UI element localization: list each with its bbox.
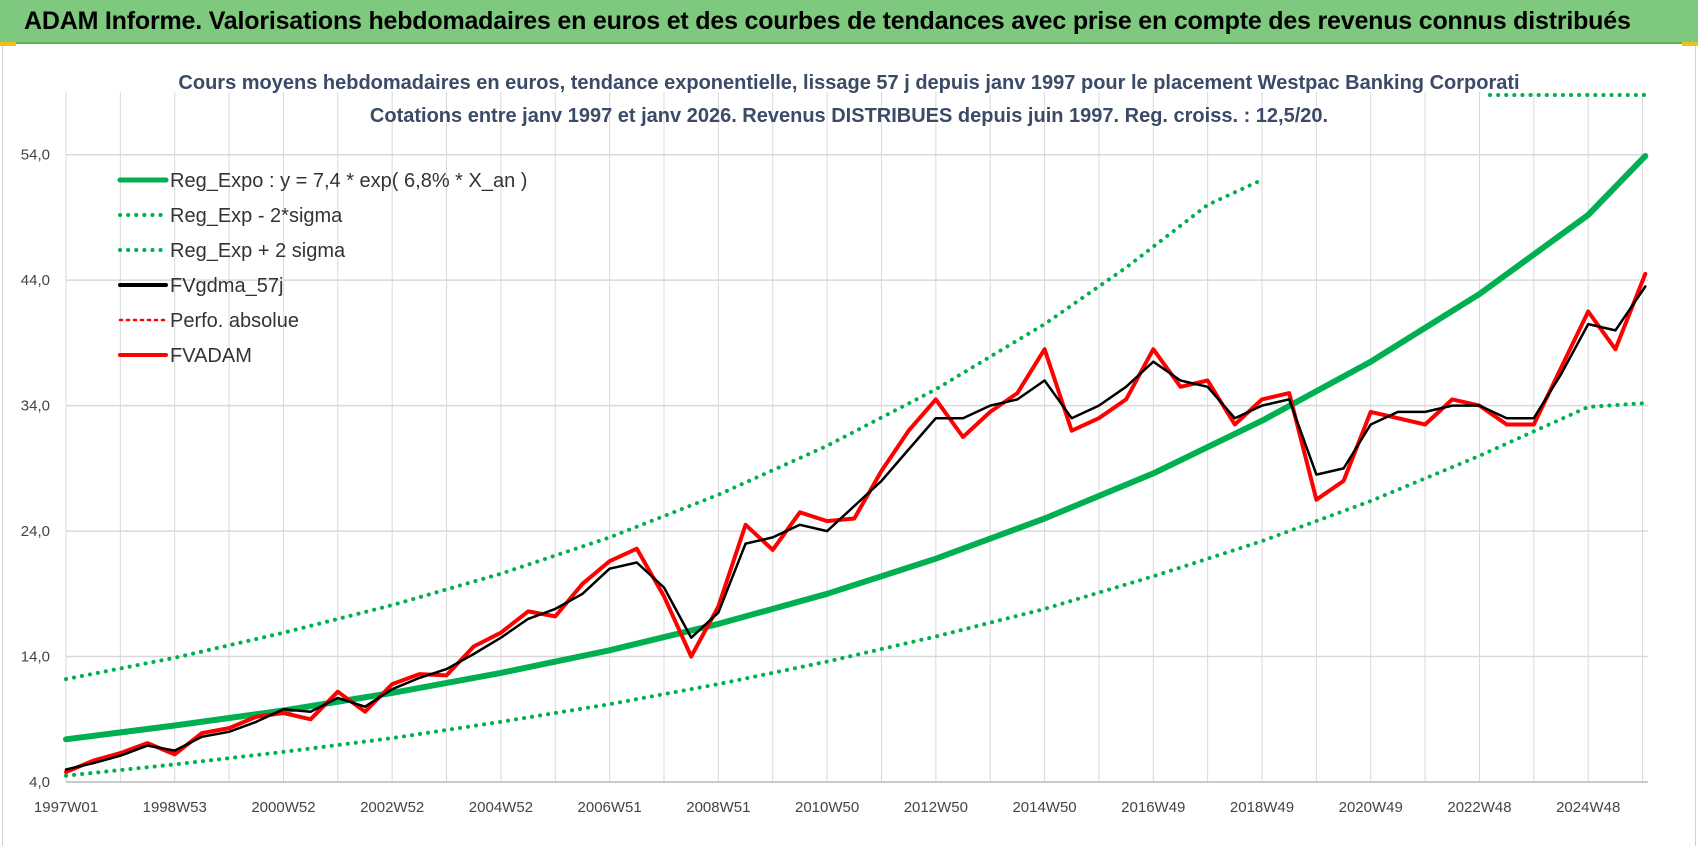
series-layer [63, 93, 1650, 778]
chart-area [2, 46, 1696, 846]
x-tick-label: 2004W52 [469, 799, 533, 816]
x-tick-label: 2008W51 [686, 799, 750, 816]
chart-title: Cours moyens hebdomadaires en euros, ten… [178, 72, 1519, 94]
legend-label: Reg_Exp + 2 sigma [170, 240, 346, 262]
y-tick-label: 24,0 [21, 523, 50, 540]
x-tick-label: 2016W49 [1121, 799, 1185, 816]
x-tick-label: 2012W50 [904, 799, 968, 816]
x-tick-label: 2020W49 [1339, 799, 1403, 816]
y-tick-label: 4,0 [29, 774, 50, 791]
fvadam-line [64, 271, 1648, 774]
legend-label: Reg_Exp - 2*sigma [170, 205, 343, 227]
y-tick-label: 44,0 [21, 272, 50, 289]
chart-subtitle: Cotations entre janv 1997 et janv 2026. … [370, 105, 1328, 127]
corner-marker-left [0, 42, 16, 46]
x-tick-label: 1997W01 [34, 799, 98, 816]
legend-label: Perfo. absolue [170, 310, 299, 332]
grid [65, 92, 1648, 783]
x-tick-label: 2024W48 [1556, 799, 1620, 816]
axis-labels: 4,0 14,0 24,0 34,0 44,0 54,0 1997W01 1998W53 200… [21, 147, 1648, 816]
y-tick-label: 54,0 [21, 147, 50, 164]
legend-label: Reg_Expo : y = 7,4 * exp( 6,8% * X_an ) [170, 170, 527, 192]
x-tick-label: 2018W49 [1230, 799, 1294, 816]
legend-label: FVgdma_57j [170, 275, 283, 297]
reg-expo-line [63, 153, 1649, 743]
x-tick-label: 2010W50 [795, 799, 859, 816]
legend: Reg_Expo : y = 7,4 * exp( 6,8% * X_an ) R… [117, 170, 527, 367]
fvgdma-line [64, 285, 1647, 771]
x-tick-label: 2000W52 [251, 799, 315, 816]
x-tick-label: 1998W53 [143, 799, 207, 816]
title-bar: ADAM Informe. Valorisations hebdomadaire… [0, 0, 1698, 44]
y-tick-label: 34,0 [21, 398, 50, 415]
corner-marker-right [1682, 42, 1698, 46]
x-tick-label: 2006W51 [578, 799, 642, 816]
y-tick-label: 14,0 [21, 649, 50, 666]
legend-label: FVADAM [170, 345, 252, 367]
x-tick-label: 2022W48 [1447, 799, 1511, 816]
reg-plus-2sigma-line [64, 177, 1264, 682]
reg-minus-2sigma-line [64, 401, 1648, 778]
page-title: ADAM Informe. Valorisations hebdomadaire… [24, 6, 1631, 35]
x-tick-label: 2002W52 [360, 799, 424, 816]
x-tick-label: 2014W50 [1012, 799, 1076, 816]
